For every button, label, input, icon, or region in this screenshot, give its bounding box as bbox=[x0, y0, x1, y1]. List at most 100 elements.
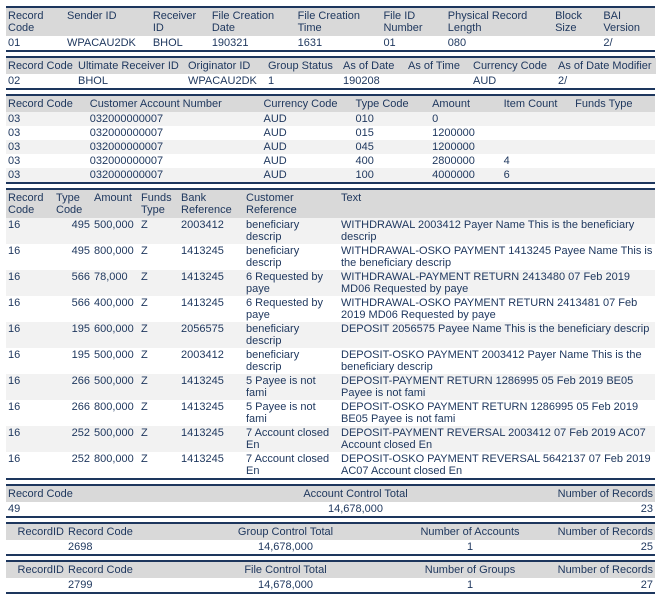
cell: 190321 bbox=[210, 36, 296, 50]
col-header: As of Date bbox=[341, 58, 406, 74]
cell: 14,678,000 bbox=[206, 502, 505, 516]
cell: 1413245 bbox=[179, 270, 244, 296]
col-header: Record Code bbox=[66, 562, 166, 578]
cell bbox=[406, 74, 471, 88]
col-header: Type Code bbox=[54, 190, 92, 218]
col-header: Record Code bbox=[66, 524, 166, 540]
transaction-detail-table: Record Code Type Code Amount Funds Type … bbox=[6, 190, 655, 478]
cell: DEPOSIT-OSKO PAYMENT REVERSAL 5642137 07… bbox=[339, 452, 655, 478]
cell bbox=[573, 112, 655, 126]
cell: 7 Account closed En bbox=[244, 452, 339, 478]
cell: 1 bbox=[405, 578, 535, 592]
group-header-section: Record Code Ultimate Receiver ID Origina… bbox=[6, 56, 655, 90]
col-header: Item Count bbox=[502, 96, 574, 112]
col-header: BAI Version bbox=[601, 8, 655, 36]
cell: 14,678,000 bbox=[166, 578, 405, 592]
cell: WITHDRAWAL 2003412 Payer Name This is th… bbox=[339, 218, 655, 244]
cell: 16 bbox=[6, 348, 54, 374]
cell: 1 bbox=[266, 74, 341, 88]
cell: Z bbox=[139, 400, 179, 426]
cell: 02 bbox=[6, 74, 76, 88]
cell: 1413245 bbox=[179, 244, 244, 270]
cell: 1413245 bbox=[179, 426, 244, 452]
cell: 16 bbox=[6, 322, 54, 348]
cell: 1200000 bbox=[430, 140, 502, 154]
col-header: Customer Reference bbox=[244, 190, 339, 218]
cell: 2698 bbox=[66, 540, 166, 554]
cell: Z bbox=[139, 244, 179, 270]
col-header: Record Code bbox=[6, 58, 76, 74]
cell: 01 bbox=[6, 36, 65, 50]
cell: 800,000 bbox=[92, 244, 139, 270]
account-identifier-table: Record Code Customer Account Number Curr… bbox=[6, 96, 655, 182]
cell: 6 Requested by paye bbox=[244, 296, 339, 322]
cell: 16 bbox=[6, 296, 54, 322]
col-header: Group Status bbox=[266, 58, 341, 74]
cell: 566 bbox=[54, 270, 92, 296]
cell: DEPOSIT-OSKO PAYMENT 2003412 Payer Name … bbox=[339, 348, 655, 374]
cell: beneficiary descrip bbox=[244, 244, 339, 270]
cell: 03 bbox=[6, 154, 88, 168]
col-header: Funds Type bbox=[139, 190, 179, 218]
cell: beneficiary descrip bbox=[244, 348, 339, 374]
cell: 100 bbox=[353, 168, 430, 182]
col-header: File Creation Time bbox=[296, 8, 382, 36]
cell: 032000000007 bbox=[88, 168, 262, 182]
group-trailer-table: RecordID Record Code Group Control Total… bbox=[6, 524, 655, 554]
cell: 495 bbox=[54, 218, 92, 244]
cell: beneficiary descrip bbox=[244, 218, 339, 244]
cell: Z bbox=[139, 426, 179, 452]
cell: 5 Payee is not fami bbox=[244, 374, 339, 400]
cell: 566 bbox=[54, 296, 92, 322]
cell: 23 bbox=[505, 502, 655, 516]
cell: 4000000 bbox=[430, 168, 502, 182]
cell: 16 bbox=[6, 374, 54, 400]
col-header: Funds Type bbox=[573, 96, 655, 112]
cell: 2800000 bbox=[430, 154, 502, 168]
cell: DEPOSIT-PAYMENT REVERSAL 2003412 07 Feb … bbox=[339, 426, 655, 452]
cell: 032000000007 bbox=[88, 140, 262, 154]
cell: 2799 bbox=[66, 578, 166, 592]
cell: 2056575 bbox=[179, 322, 244, 348]
cell: Z bbox=[139, 218, 179, 244]
file-header-section: Record Code Sender ID Receiver ID File C… bbox=[6, 6, 655, 52]
cell: 195 bbox=[54, 348, 92, 374]
cell: 0 bbox=[430, 112, 502, 126]
cell: 1 bbox=[405, 540, 535, 554]
cell: BHOL bbox=[151, 36, 210, 50]
cell bbox=[573, 126, 655, 140]
col-header: RecordID bbox=[6, 524, 66, 540]
cell bbox=[573, 168, 655, 182]
cell: 032000000007 bbox=[88, 112, 262, 126]
cell: 800,000 bbox=[92, 452, 139, 478]
cell: WPACAU2DK bbox=[186, 74, 266, 88]
cell: 500,000 bbox=[92, 374, 139, 400]
col-header: Ultimate Receiver ID bbox=[76, 58, 186, 74]
cell: 1413245 bbox=[179, 400, 244, 426]
cell: 195 bbox=[54, 322, 92, 348]
col-header: As of Date Modifier bbox=[556, 58, 656, 74]
cell: Z bbox=[139, 270, 179, 296]
file-trailer-section: RecordID Record Code File Control Total … bbox=[6, 560, 655, 594]
cell: 27 bbox=[535, 578, 655, 592]
cell: 03 bbox=[6, 140, 88, 154]
cell: WPACAU2DK bbox=[65, 36, 151, 50]
col-header: File Creation Date bbox=[210, 8, 296, 36]
col-header: Sender ID bbox=[65, 8, 151, 36]
group-header-table: Record Code Ultimate Receiver ID Origina… bbox=[6, 58, 656, 88]
cell: 1413245 bbox=[179, 452, 244, 478]
cell: AUD bbox=[261, 168, 353, 182]
cell bbox=[573, 154, 655, 168]
cell: 2003412 bbox=[179, 348, 244, 374]
cell: 16 bbox=[6, 218, 54, 244]
cell: Z bbox=[139, 296, 179, 322]
col-header: Record Code bbox=[6, 8, 65, 36]
cell: DEPOSIT-OSKO PAYMENT RETURN 1286995 05 F… bbox=[339, 400, 655, 426]
cell: 1200000 bbox=[430, 126, 502, 140]
cell: 032000000007 bbox=[88, 154, 262, 168]
cell: WITHDRAWAL-OSKO PAYMENT RETURN 2413481 0… bbox=[339, 296, 655, 322]
col-header: Type Code bbox=[353, 96, 430, 112]
cell: WITHDRAWAL-PAYMENT RETURN 2413480 07 Feb… bbox=[339, 270, 655, 296]
col-header: Bank Reference bbox=[179, 190, 244, 218]
cell: 500,000 bbox=[92, 348, 139, 374]
